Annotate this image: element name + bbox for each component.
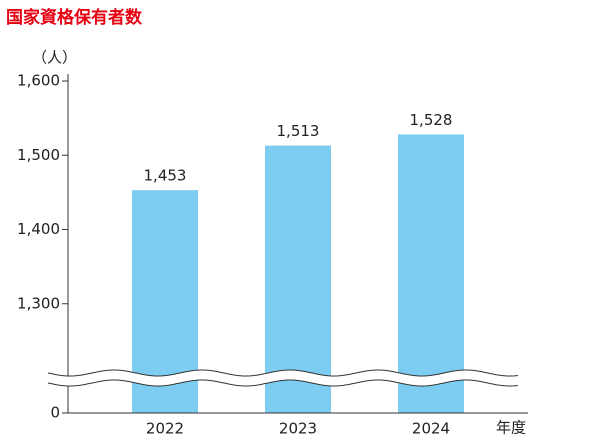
x-tick-label: 2023 (279, 420, 317, 438)
x-tick-label: 2022 (146, 420, 184, 438)
axis-break-line (47, 369, 519, 377)
value-label: 1,453 (144, 167, 187, 185)
y-tick-label: 1,400 (17, 220, 60, 238)
y-tick-label: 1,600 (17, 72, 60, 90)
axis-break (48, 370, 518, 386)
value-label: 1,513 (277, 122, 320, 140)
bar (265, 145, 331, 413)
x-axis-label: 年度 (496, 419, 526, 437)
chart-title: 国家資格保有者数 (6, 7, 143, 28)
y-tick-label: 0 (50, 404, 60, 422)
value-label: 1,528 (410, 111, 453, 129)
bar (398, 134, 464, 413)
x-tick-label: 2024 (412, 420, 450, 438)
y-unit: （人） (32, 49, 77, 67)
axis-break-line (47, 379, 519, 387)
y-tick-label: 1,500 (17, 146, 60, 164)
y-tick-label: 1,300 (17, 294, 60, 312)
